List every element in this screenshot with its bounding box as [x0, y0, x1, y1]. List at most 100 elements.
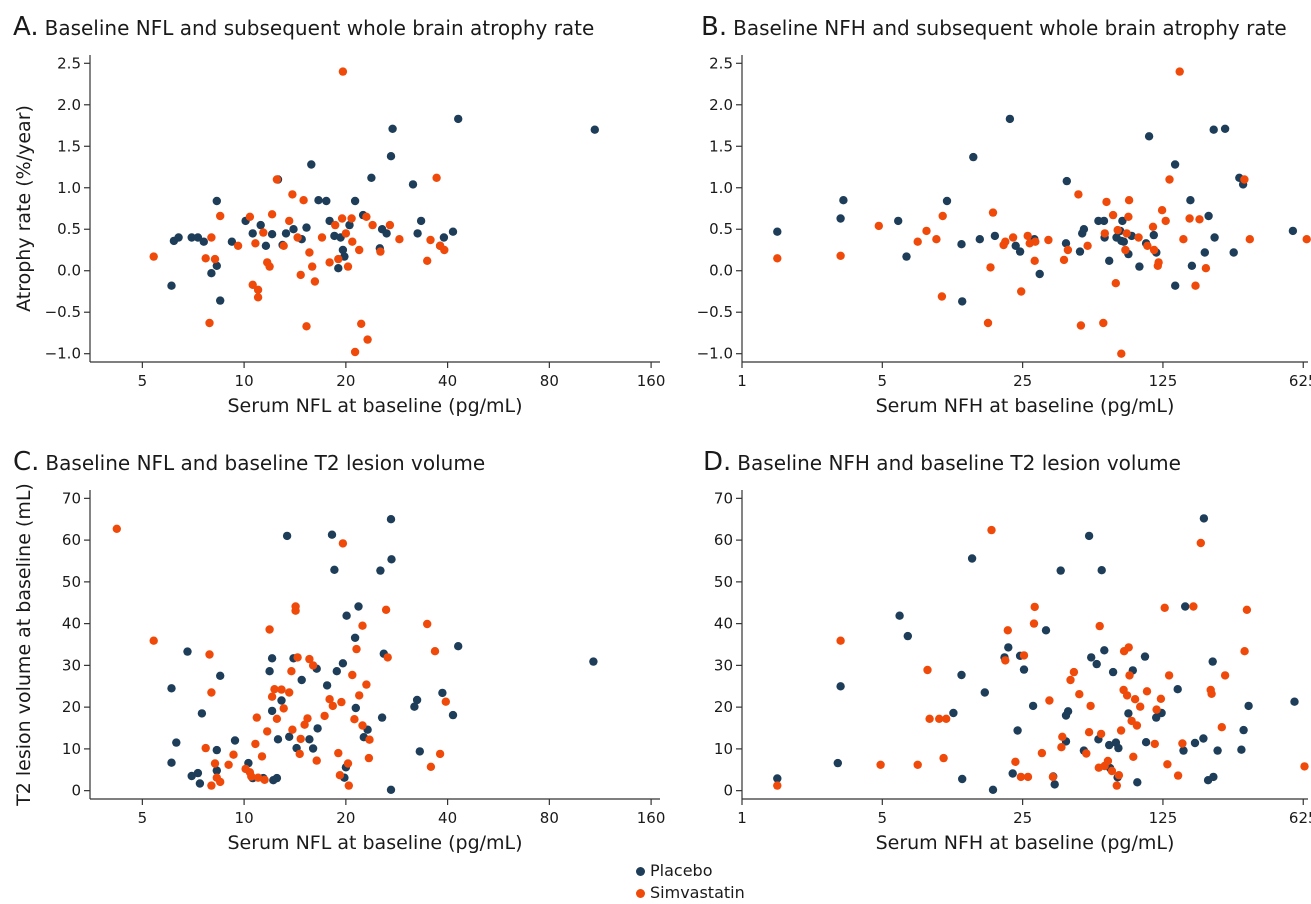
data-point-placebo: [282, 229, 290, 237]
y-tick-label: 50: [62, 573, 81, 591]
data-point-simvastatin: [246, 213, 254, 221]
data-point-simvastatin: [1202, 264, 1210, 272]
data-point-placebo: [943, 197, 951, 205]
data-point-placebo: [1109, 668, 1117, 676]
data-point-simvastatin: [984, 319, 992, 327]
y-tick-label: 10: [714, 740, 733, 758]
legend: Placebo Simvastatin: [636, 860, 745, 904]
panel-b-plot: −1.0−0.50.00.51.01.52.02.51525125625Seru…: [697, 54, 1311, 417]
data-point-placebo: [1186, 196, 1194, 204]
y-tick-label: −0.5: [45, 303, 81, 321]
data-point-simvastatin: [423, 257, 431, 265]
data-point-placebo: [283, 532, 291, 540]
data-point-simvastatin: [296, 750, 304, 758]
data-point-simvastatin: [1020, 651, 1028, 659]
data-point-simvastatin: [395, 235, 403, 243]
data-point-simvastatin: [345, 781, 353, 789]
data-point-simvastatin: [291, 602, 299, 610]
data-point-simvastatin: [932, 235, 940, 243]
data-point-simvastatin: [1101, 229, 1109, 237]
data-point-simvastatin: [344, 262, 352, 270]
data-point-simvastatin: [350, 715, 358, 723]
data-point-placebo: [413, 696, 421, 704]
data-point-placebo: [167, 684, 175, 692]
data-point-simvastatin: [876, 761, 884, 769]
data-point-placebo: [968, 554, 976, 562]
data-point-placebo: [1210, 233, 1218, 241]
data-point-simvastatin: [347, 214, 355, 222]
data-point-simvastatin: [358, 721, 366, 729]
data-point-simvastatin: [1131, 695, 1139, 703]
data-point-placebo: [773, 228, 781, 236]
data-point-placebo: [1133, 778, 1141, 786]
panel-c-plot: 0 10 20 30 40 50 60 70 5 10 20 40 80 160 Serum NFL at …: [13, 483, 665, 854]
data-point-placebo: [323, 681, 331, 689]
x-tick-label: 125: [1149, 809, 1178, 827]
data-point-simvastatin: [352, 645, 360, 653]
data-point-simvastatin: [150, 252, 158, 260]
data-point-placebo: [949, 709, 957, 717]
data-point-simvastatin: [311, 277, 319, 285]
data-point-placebo: [249, 229, 257, 237]
data-point-simvastatin: [1038, 749, 1046, 757]
data-point-placebo: [1093, 660, 1101, 668]
data-point-placebo: [1076, 247, 1084, 255]
legend-item-placebo: Placebo: [636, 860, 745, 882]
data-point-simvastatin: [313, 756, 321, 764]
data-point-simvastatin: [1030, 619, 1038, 627]
panel-d: D. Baseline NFH and baseline T2 lesion vo…: [703, 447, 1311, 854]
series-simvastatin: [113, 525, 450, 790]
data-point-placebo: [213, 197, 221, 205]
data-point-simvastatin: [440, 246, 448, 254]
data-point-simvastatin: [280, 242, 288, 250]
data-point-placebo: [322, 197, 330, 205]
panel-d-title-text: Baseline NFH and baseline T2 lesion volu…: [737, 451, 1181, 475]
data-point-simvastatin: [211, 255, 219, 263]
data-point-simvastatin: [1060, 256, 1068, 264]
data-point-simvastatin: [773, 781, 781, 789]
series-placebo: [773, 115, 1297, 306]
data-point-placebo: [333, 667, 341, 675]
data-point-placebo: [200, 238, 208, 246]
data-point-simvastatin: [351, 348, 359, 356]
data-point-placebo: [1016, 247, 1024, 255]
data-point-simvastatin: [1191, 282, 1199, 290]
data-point-simvastatin: [1207, 690, 1215, 698]
data-point-simvastatin: [1158, 206, 1166, 214]
panel-a-letter: A.: [13, 12, 39, 42]
series-placebo: [773, 514, 1299, 794]
y-tick-label: 0.0: [57, 262, 81, 280]
data-point-simvastatin: [254, 293, 262, 301]
panel-b-letter: B.: [701, 12, 727, 42]
data-point-simvastatin: [1112, 279, 1120, 287]
data-point-simvastatin: [362, 213, 370, 221]
data-point-placebo: [1209, 657, 1217, 665]
x-tick-label: 5: [878, 372, 888, 390]
data-point-placebo: [839, 196, 847, 204]
data-point-placebo: [330, 566, 338, 574]
data-point-simvastatin: [1075, 690, 1083, 698]
data-point-placebo: [1036, 270, 1044, 278]
data-point-simvastatin: [309, 661, 317, 669]
data-point-simvastatin: [285, 688, 293, 696]
panel-a-plot: −1.0 −0.5 0.0 0.5 1.0 1.5 2.0 2.5 5 10 20 40 80 160 Se…: [13, 54, 665, 417]
data-point-placebo: [1057, 566, 1065, 574]
y-tick-label: −0.5: [697, 303, 733, 321]
panel-c-x-axis-label: Serum NFL at baseline (pg/mL): [227, 832, 522, 854]
y-tick-label: −1.0: [697, 345, 733, 363]
data-point-placebo: [1135, 262, 1143, 270]
data-point-placebo: [1150, 231, 1158, 239]
panel-b-title-text: Baseline NFH and subsequent whole brain …: [733, 16, 1287, 40]
data-point-simvastatin: [1115, 771, 1123, 779]
data-point-simvastatin: [277, 685, 285, 693]
data-point-simvastatin: [1085, 728, 1093, 736]
data-point-placebo: [194, 769, 202, 777]
data-point-placebo: [387, 786, 395, 794]
data-point-placebo: [367, 174, 375, 182]
data-point-simvastatin: [1096, 622, 1104, 630]
data-point-simvastatin: [1004, 626, 1012, 634]
data-point-placebo: [388, 125, 396, 133]
data-point-placebo: [1230, 248, 1238, 256]
data-point-simvastatin: [1001, 656, 1009, 664]
data-point-simvastatin: [989, 208, 997, 216]
